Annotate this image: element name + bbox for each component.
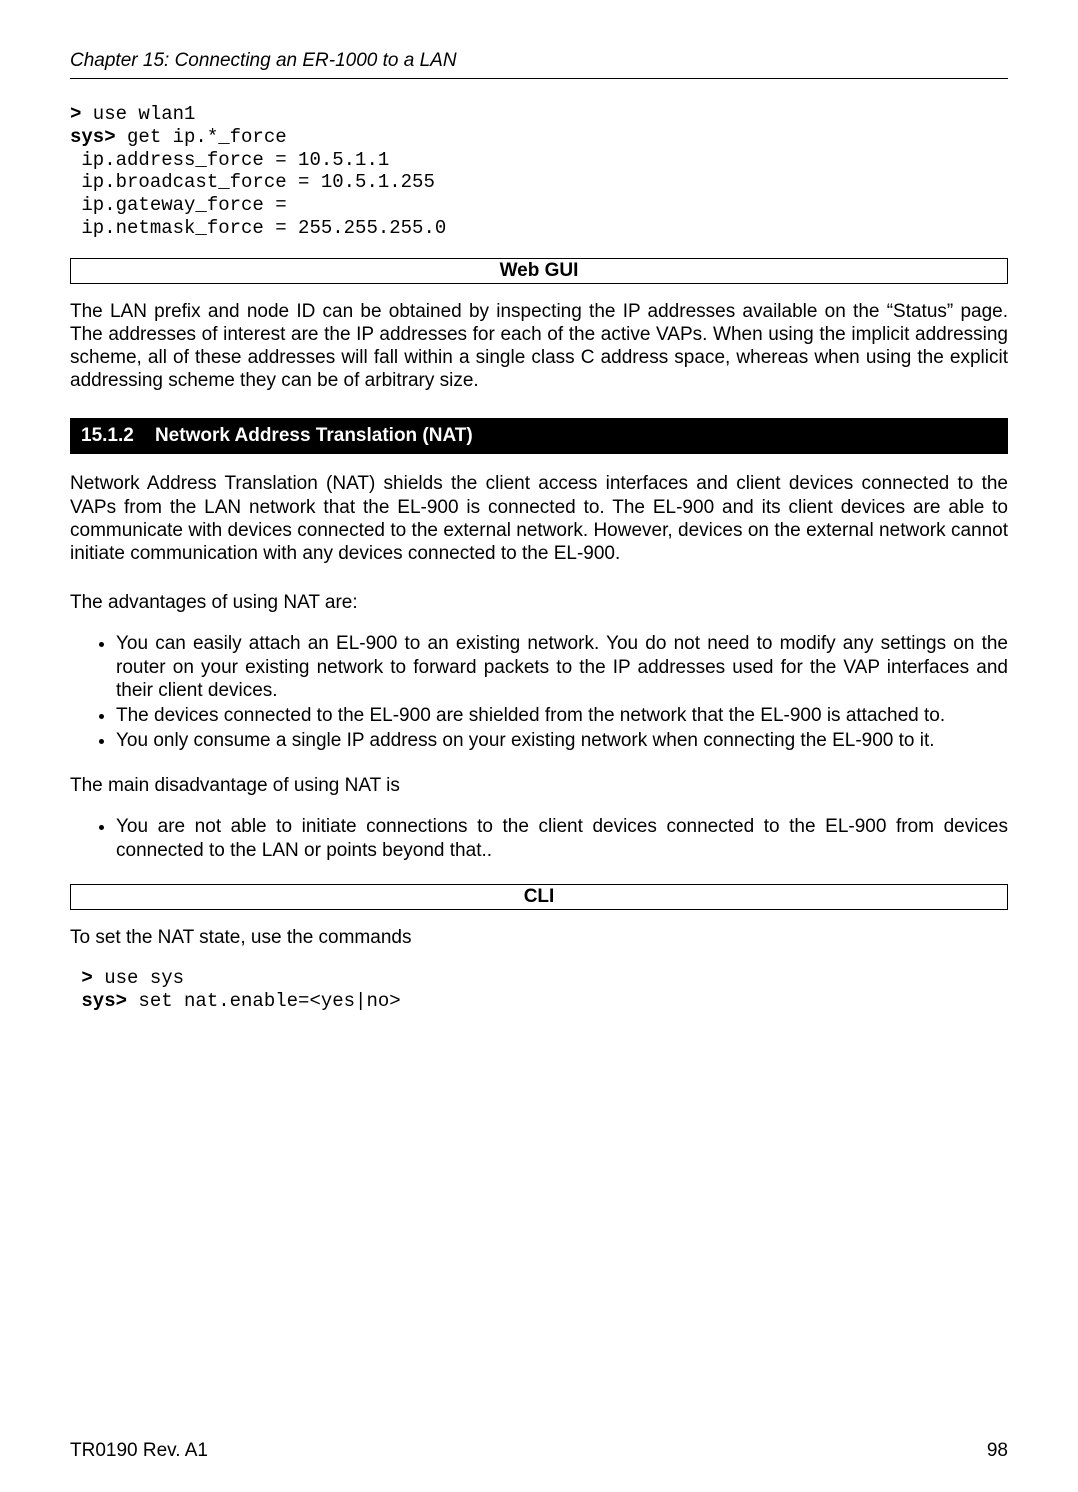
code-line: ip.address_force = 10.5.1.1 (70, 149, 389, 171)
footer-left: TR0190 Rev. A1 (70, 1440, 208, 1462)
disadvantage-intro: The main disadvantage of using NAT is (70, 774, 1008, 797)
section-title: Network Address Translation (NAT) (155, 425, 473, 446)
footer-right: 98 (987, 1440, 1008, 1462)
page-footer: TR0190 Rev. A1 98 (70, 1440, 1008, 1462)
section-number: 15.1.2 (81, 425, 134, 446)
advantages-list: You can easily attach an EL-900 to an ex… (70, 632, 1008, 752)
prompt: > (70, 103, 81, 125)
chapter-title: Chapter 15: Connecting an ER-1000 to a L… (70, 50, 1008, 79)
list-item: You can easily attach an EL-900 to an ex… (116, 632, 1008, 702)
code-block-2: > use sys sys> set nat.enable=<yes|no> (70, 967, 1008, 1013)
prompt: > (70, 967, 93, 989)
list-item: You only consume a single IP address on … (116, 729, 1008, 752)
code-line: use sys (93, 967, 184, 989)
nat-paragraph-1: Network Address Translation (NAT) shield… (70, 472, 1008, 565)
list-item: The devices connected to the EL-900 are … (116, 704, 1008, 727)
code-line: use wlan1 (81, 103, 195, 125)
code-line: set nat.enable=<yes|no> (127, 990, 401, 1012)
code-line: ip.gateway_force = (70, 194, 298, 216)
cli-intro: To set the NAT state, use the commands (70, 926, 1008, 949)
advantages-intro: The advantages of using NAT are: (70, 591, 1008, 614)
prompt: sys> (70, 990, 127, 1012)
webgui-header: Web GUI (70, 258, 1008, 284)
page-container: Chapter 15: Connecting an ER-1000 to a L… (0, 0, 1078, 1492)
list-item: You are not able to initiate connections… (116, 815, 1008, 861)
section-header: 15.1.2 Network Address Translation (NAT) (70, 418, 1008, 454)
code-block-1: > use wlan1 sys> get ip.*_force ip.addre… (70, 103, 1008, 240)
code-line: get ip.*_force (116, 126, 287, 148)
code-line: ip.netmask_force = 255.255.255.0 (70, 217, 446, 239)
prompt: sys> (70, 126, 116, 148)
webgui-paragraph: The LAN prefix and node ID can be obtain… (70, 300, 1008, 393)
code-line: ip.broadcast_force = 10.5.1.255 (70, 171, 435, 193)
cli-header: CLI (70, 884, 1008, 910)
disadvantages-list: You are not able to initiate connections… (70, 815, 1008, 861)
